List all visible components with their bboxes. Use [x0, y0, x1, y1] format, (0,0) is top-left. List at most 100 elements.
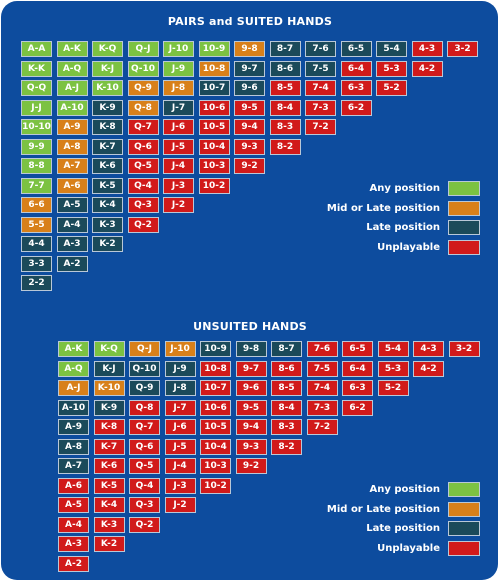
hand-cell: Q-8 — [127, 99, 159, 116]
hand-cell: 10-4 — [198, 138, 230, 155]
hand-cell: 6-4 — [342, 360, 373, 377]
legend-item: Late position — [300, 521, 480, 536]
legend-swatch — [448, 220, 480, 235]
hand-cell: K-5 — [92, 177, 123, 194]
hand-cell: 7-4 — [305, 80, 336, 96]
hand-cell: 3-2 — [448, 341, 480, 357]
legend-label: Any position — [369, 183, 440, 194]
hand-cell: A-6 — [58, 477, 89, 494]
hand-cell: 4-3 — [411, 41, 443, 57]
hand-cell: J-9 — [164, 360, 196, 377]
hand-cell: K-3 — [93, 516, 125, 533]
hand-cell: A-10 — [58, 399, 89, 416]
hand-cell: 5-4 — [377, 341, 409, 357]
hand-cell: Q-7 — [127, 119, 159, 135]
legend-label: Unplayable — [377, 241, 440, 253]
hand-cell: 7-3 — [306, 399, 338, 416]
hand-cell: K-J — [93, 360, 125, 377]
hand-cell: 9-5 — [235, 399, 267, 416]
hand-cell: J-4 — [163, 158, 194, 174]
legend-item: Late position — [300, 220, 480, 235]
hand-cell: 6-4 — [340, 60, 372, 77]
hand-cell: 10-3 — [198, 158, 230, 174]
legend-label: Mid or Late position — [326, 503, 440, 515]
hand-cell: 8-2 — [271, 438, 302, 455]
hand-cell: J-2 — [163, 197, 194, 213]
hand-cell: Q-2 — [129, 516, 160, 533]
hand-cell: A-A — [21, 41, 52, 57]
legend-item: Any position — [300, 482, 480, 497]
hand-cell: Q-5 — [129, 458, 160, 474]
hand-cell: 7-2 — [306, 419, 338, 435]
hand-cell: 6-3 — [340, 80, 372, 96]
hand-cell: 9-4 — [235, 419, 267, 435]
hand-cell: A-6 — [56, 177, 88, 194]
legend-swatch — [448, 239, 480, 255]
hand-cell: A-4 — [58, 516, 89, 533]
hand-cell: J-4 — [164, 458, 196, 474]
hand-cell: 8-7 — [271, 341, 302, 357]
hand-cell: 8-6 — [269, 60, 301, 77]
hand-cell: 10-2 — [198, 177, 230, 194]
hand-cell: K-2 — [92, 236, 123, 252]
hand-cell: 10-10 — [21, 119, 52, 135]
hand-cell: 5-5 — [21, 216, 52, 233]
hand-cell: K-Q — [92, 41, 123, 57]
legend-item: Unplayable — [300, 540, 480, 556]
hand-cell: 8-7 — [269, 41, 301, 57]
legend-swatch — [448, 181, 480, 196]
hand-cell: J-5 — [164, 438, 196, 455]
hand-cell: K-3 — [92, 216, 123, 233]
hand-cell: A-8 — [58, 438, 89, 455]
hand-cell: 7-6 — [306, 341, 338, 357]
hand-cell: 9-7 — [234, 60, 265, 77]
hand-cell: 10-8 — [198, 60, 230, 77]
hand-cell: 5-3 — [377, 360, 409, 377]
legend-swatch — [448, 482, 480, 497]
hand-cell: Q-5 — [127, 158, 159, 174]
hand-cell: J-5 — [163, 138, 194, 155]
hand-cell: K-8 — [92, 119, 123, 135]
hand-cell: 9-7 — [235, 360, 267, 377]
hand-cell: A-J — [58, 380, 89, 396]
hand-cell: 8-5 — [269, 80, 301, 96]
hand-cell: 3-2 — [447, 41, 478, 57]
hand-cell: A-3 — [58, 536, 89, 552]
hand-cell: 7-2 — [305, 119, 336, 135]
hand-cell: 10-5 — [200, 419, 231, 435]
hand-cell: 8-5 — [271, 380, 302, 396]
hand-cell: 8-2 — [269, 138, 301, 155]
hand-cell: A-5 — [58, 497, 89, 513]
hand-cell: 9-8 — [235, 341, 267, 357]
grid-title-suited: PAIRS and SUITED HANDS — [167, 15, 333, 28]
hand-cell: 7-5 — [305, 60, 336, 77]
hand-cell: 5-2 — [377, 380, 409, 396]
hand-cell: K-7 — [93, 438, 125, 455]
hand-cell: 9-6 — [234, 80, 265, 96]
hand-cell: 5-4 — [376, 41, 407, 57]
hand-cell: 9-8 — [234, 41, 265, 57]
hand-cell: A-3 — [56, 236, 88, 252]
hand-cell: 10-3 — [200, 458, 231, 474]
hand-cell: 8-4 — [271, 399, 302, 416]
hand-cell: K-4 — [93, 497, 125, 513]
hand-cell: J-7 — [164, 399, 196, 416]
hand-cell: Q-6 — [127, 138, 159, 155]
hand-cell: 10-2 — [200, 477, 231, 494]
hand-cell: 7-3 — [305, 99, 336, 116]
hand-cell: 2-2 — [21, 275, 52, 291]
hand-cell: Q-7 — [129, 419, 160, 435]
hand-cell: 7-4 — [306, 380, 338, 396]
hand-cell: Q-8 — [129, 399, 160, 416]
hand-cell: 10-5 — [198, 119, 230, 135]
hand-cell: K-9 — [93, 399, 125, 416]
hand-cell: K-5 — [93, 477, 125, 494]
hand-cell: Q-9 — [129, 380, 160, 396]
hand-cell: J-7 — [163, 99, 194, 116]
legend-item: Unplayable — [300, 239, 480, 255]
hand-cell: Q-4 — [129, 477, 160, 494]
hand-cell: J-6 — [163, 119, 194, 135]
hand-cell: J-6 — [164, 419, 196, 435]
hand-cell: 5-2 — [376, 80, 407, 96]
hand-cell: 8-3 — [269, 119, 301, 135]
